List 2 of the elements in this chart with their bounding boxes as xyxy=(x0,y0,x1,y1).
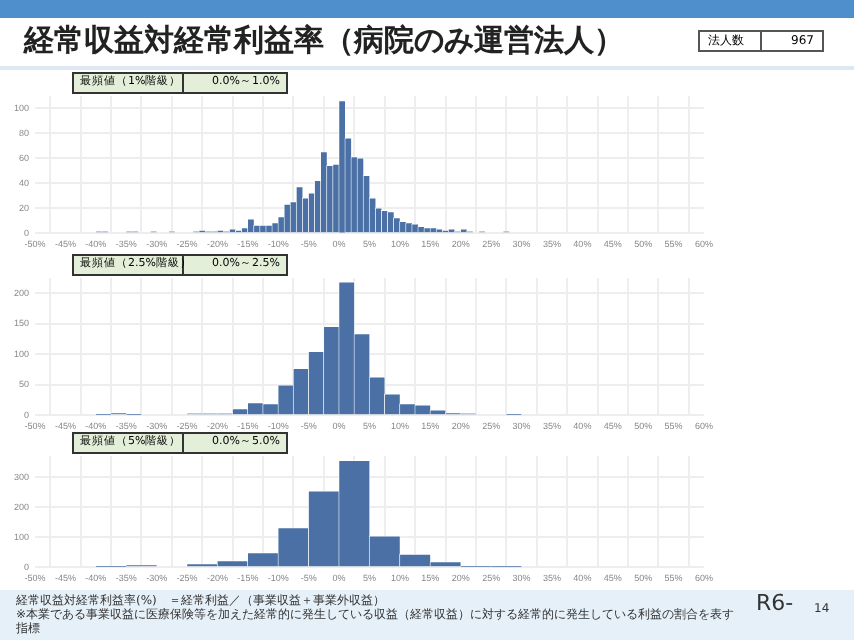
chart-title: 経常収益対経常利益率（病院のみ運営法人） xyxy=(24,22,624,60)
text: R6- xyxy=(756,590,794,616)
